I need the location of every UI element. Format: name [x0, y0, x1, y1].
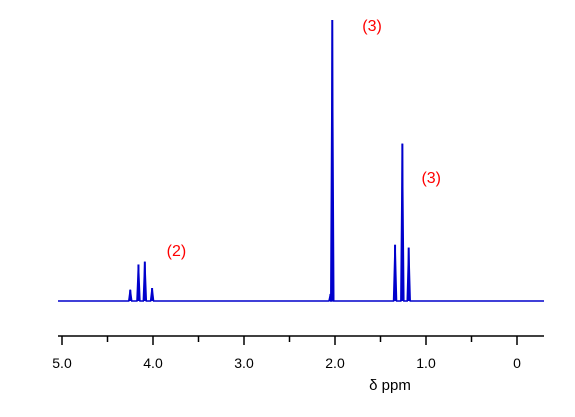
spectrum-trace	[58, 19, 544, 302]
annotation-group: (2) (3) (3)	[167, 18, 441, 260]
integration-label: (2)	[167, 243, 187, 260]
x-tick-label: 5.0	[52, 355, 72, 371]
x-tick-label: 2.0	[325, 355, 345, 371]
x-tick-label: 1.0	[416, 355, 436, 371]
x-tick-label: 0	[513, 355, 521, 371]
x-tick-label: 3.0	[234, 355, 254, 371]
spectrum-trace-group	[58, 19, 544, 302]
x-axis-label: δ ppm	[369, 377, 411, 394]
integration-label: (3)	[362, 18, 382, 35]
integration-label: (3)	[421, 170, 441, 187]
x-axis: 5.0 4.0 3.0 2.0 1.0 0	[52, 335, 544, 371]
x-tick-label: 4.0	[143, 355, 163, 371]
